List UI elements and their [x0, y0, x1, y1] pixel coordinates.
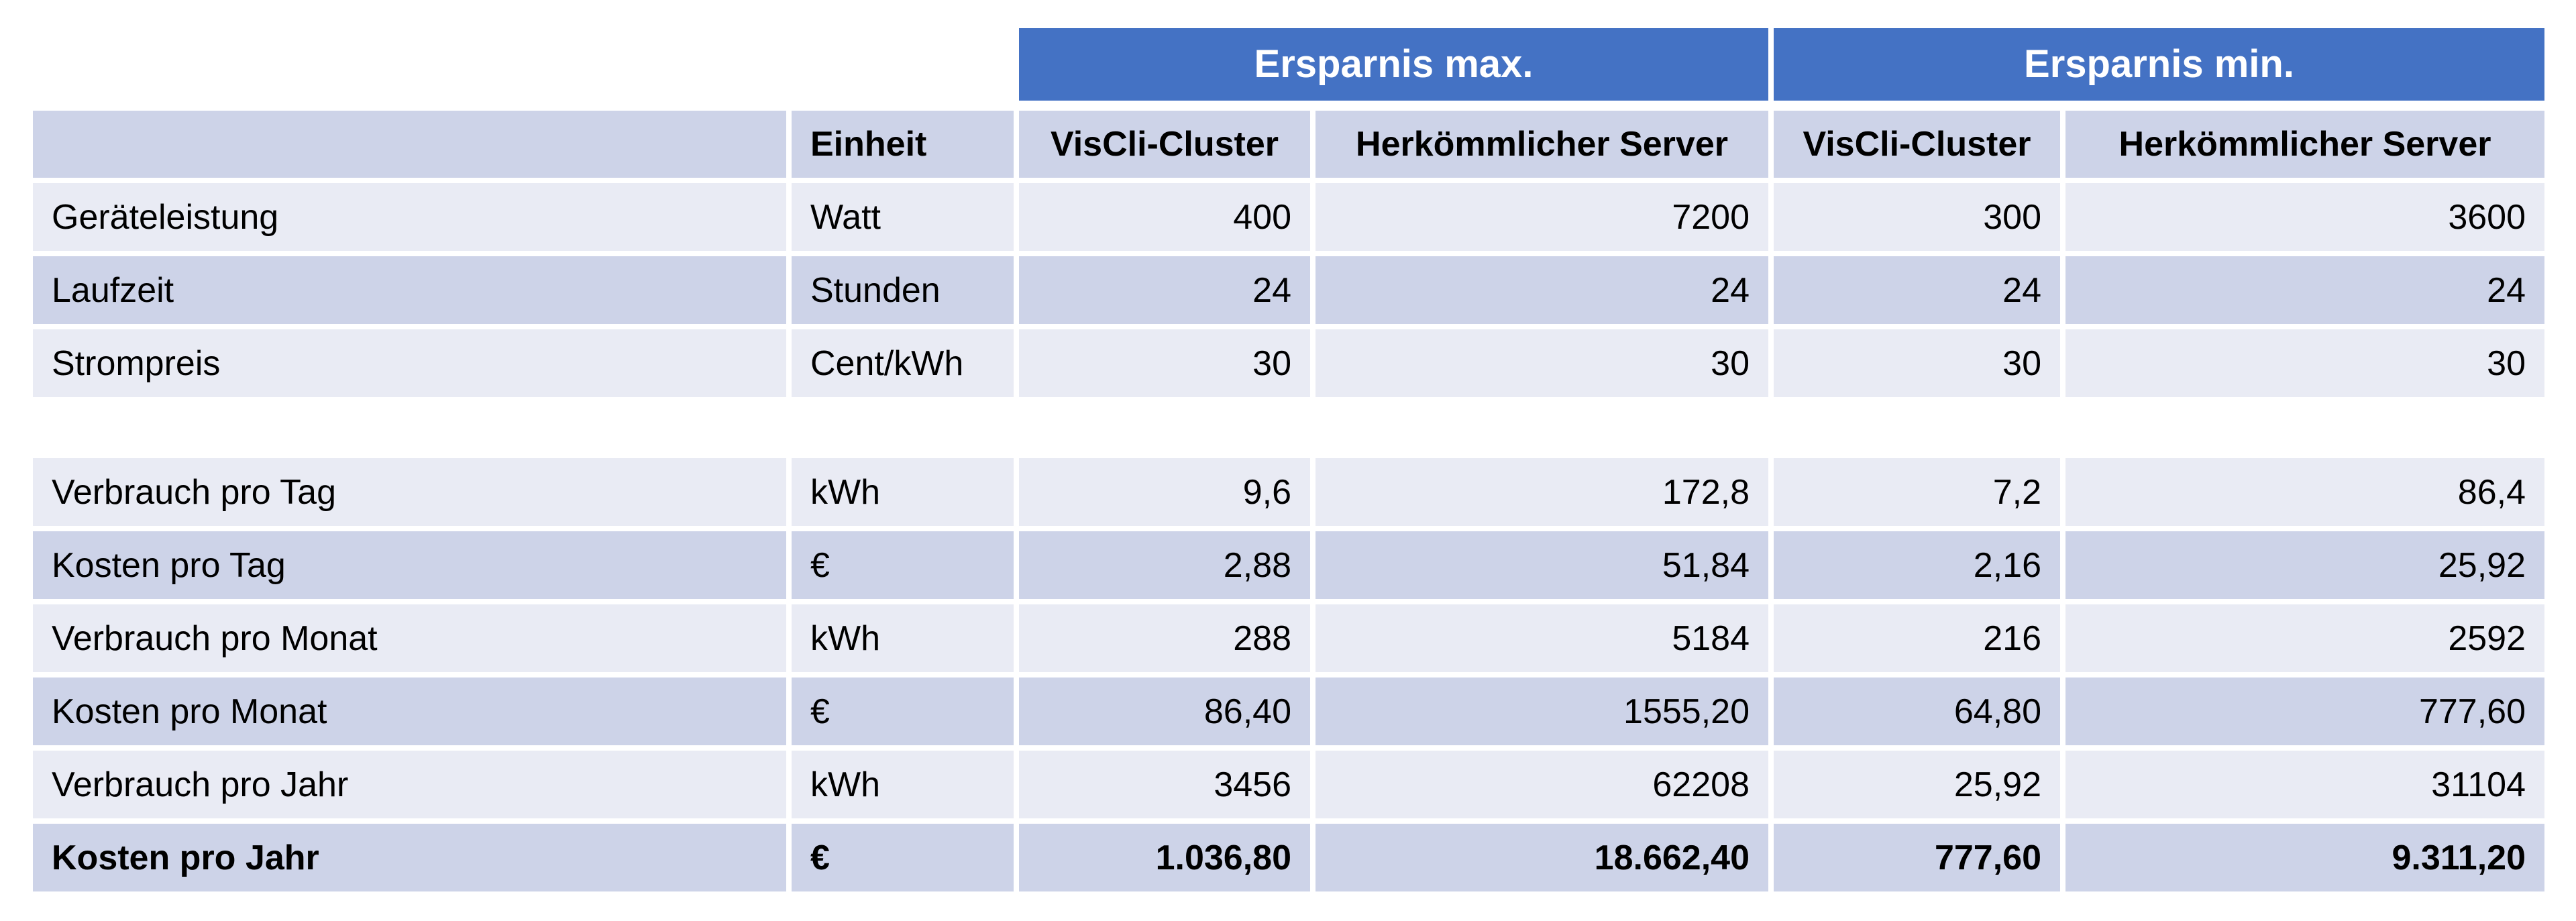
cell-value: 216	[1774, 604, 2060, 672]
cell-value: 62208	[1316, 751, 1768, 818]
column-header-server-min: Herkömmlicher Server	[2065, 111, 2544, 178]
cell-value: 2,16	[1774, 531, 2060, 599]
cell-value: 300	[1774, 183, 2060, 251]
row-label: Kosten pro Monat	[33, 678, 786, 745]
table-row: Kosten pro Monat € 86,40 1555,20 64,80 7…	[33, 678, 2544, 745]
cell-value: 7,2	[1774, 458, 2060, 526]
row-label: Verbrauch pro Monat	[33, 604, 786, 672]
cell-value: 30	[1019, 329, 1310, 397]
cell-value: 3456	[1019, 751, 1310, 818]
cell-value: 31104	[2065, 751, 2544, 818]
cell-value: 2592	[2065, 604, 2544, 672]
table-row: Verbrauch pro Monat kWh 288 5184 216 259…	[33, 604, 2544, 672]
cell-value: 1.036,80	[1019, 824, 1310, 891]
cell-value: 24	[1316, 256, 1768, 324]
cell-value: 25,92	[2065, 531, 2544, 599]
row-label: Verbrauch pro Tag	[33, 458, 786, 526]
cell-value: 86,40	[1019, 678, 1310, 745]
cell-value: 9.311,20	[2065, 824, 2544, 891]
table-row: Verbrauch pro Jahr kWh 3456 62208 25,92 …	[33, 751, 2544, 818]
cell-value: 2,88	[1019, 531, 1310, 599]
table-row: Strompreis Cent/kWh 30 30 30 30	[33, 329, 2544, 397]
column-header-viscli-max: VisCli-Cluster	[1019, 111, 1310, 178]
column-header-row: Einheit VisCli-Cluster Herkömmlicher Ser…	[33, 111, 2544, 178]
row-unit: kWh	[792, 751, 1014, 818]
table-row: Geräteleistung Watt 400 7200 300 3600	[33, 183, 2544, 251]
row-unit: Watt	[792, 183, 1014, 251]
column-header-server-max: Herkömmlicher Server	[1316, 111, 1768, 178]
cell-value: 18.662,40	[1316, 824, 1768, 891]
group-header-ersparnis-min: Ersparnis min.	[1774, 28, 2544, 101]
cell-value: 30	[2065, 329, 2544, 397]
cell-value: 777,60	[1774, 824, 2060, 891]
column-header-empty	[33, 111, 786, 178]
cell-value: 288	[1019, 604, 1310, 672]
cell-value: 86,4	[2065, 458, 2544, 526]
row-label: Verbrauch pro Jahr	[33, 751, 786, 818]
cell-value: 51,84	[1316, 531, 1768, 599]
cell-value: 400	[1019, 183, 1310, 251]
table-row: Laufzeit Stunden 24 24 24 24	[33, 256, 2544, 324]
row-unit: €	[792, 678, 1014, 745]
cell-value: 30	[1774, 329, 2060, 397]
row-label: Kosten pro Tag	[33, 531, 786, 599]
row-label: Geräteleistung	[33, 183, 786, 251]
row-unit: €	[792, 824, 1014, 891]
row-unit: €	[792, 531, 1014, 599]
cell-value: 1555,20	[1316, 678, 1768, 745]
column-header-unit: Einheit	[792, 111, 1014, 178]
table-row: Verbrauch pro Tag kWh 9,6 172,8 7,2 86,4	[33, 458, 2544, 526]
cell-value: 172,8	[1316, 458, 1768, 526]
cell-value: 3600	[2065, 183, 2544, 251]
cell-value: 777,60	[2065, 678, 2544, 745]
separator-row	[33, 402, 2544, 453]
row-unit: kWh	[792, 458, 1014, 526]
row-label: Laufzeit	[33, 256, 786, 324]
cost-comparison-table: Ersparnis max. Ersparnis min. Einheit Vi…	[33, 28, 2544, 891]
table-row: Kosten pro Tag € 2,88 51,84 2,16 25,92	[33, 531, 2544, 599]
group-header-row: Ersparnis max. Ersparnis min.	[33, 28, 2544, 101]
cell-value: 24	[1019, 256, 1310, 324]
row-unit: kWh	[792, 604, 1014, 672]
cell-value: 24	[2065, 256, 2544, 324]
row-unit: Cent/kWh	[792, 329, 1014, 397]
cell-value: 25,92	[1774, 751, 2060, 818]
cell-value: 30	[1316, 329, 1768, 397]
table-row-total: Kosten pro Jahr € 1.036,80 18.662,40 777…	[33, 824, 2544, 891]
row-unit: Stunden	[792, 256, 1014, 324]
cell-value: 7200	[1316, 183, 1768, 251]
row-label: Kosten pro Jahr	[33, 824, 786, 891]
row-label: Strompreis	[33, 329, 786, 397]
cell-value: 64,80	[1774, 678, 2060, 745]
column-header-viscli-min: VisCli-Cluster	[1774, 111, 2060, 178]
cell-value: 5184	[1316, 604, 1768, 672]
cell-value: 24	[1774, 256, 2060, 324]
group-header-spacer	[33, 28, 1014, 101]
group-header-ersparnis-max: Ersparnis max.	[1019, 28, 1768, 101]
cell-value: 9,6	[1019, 458, 1310, 526]
